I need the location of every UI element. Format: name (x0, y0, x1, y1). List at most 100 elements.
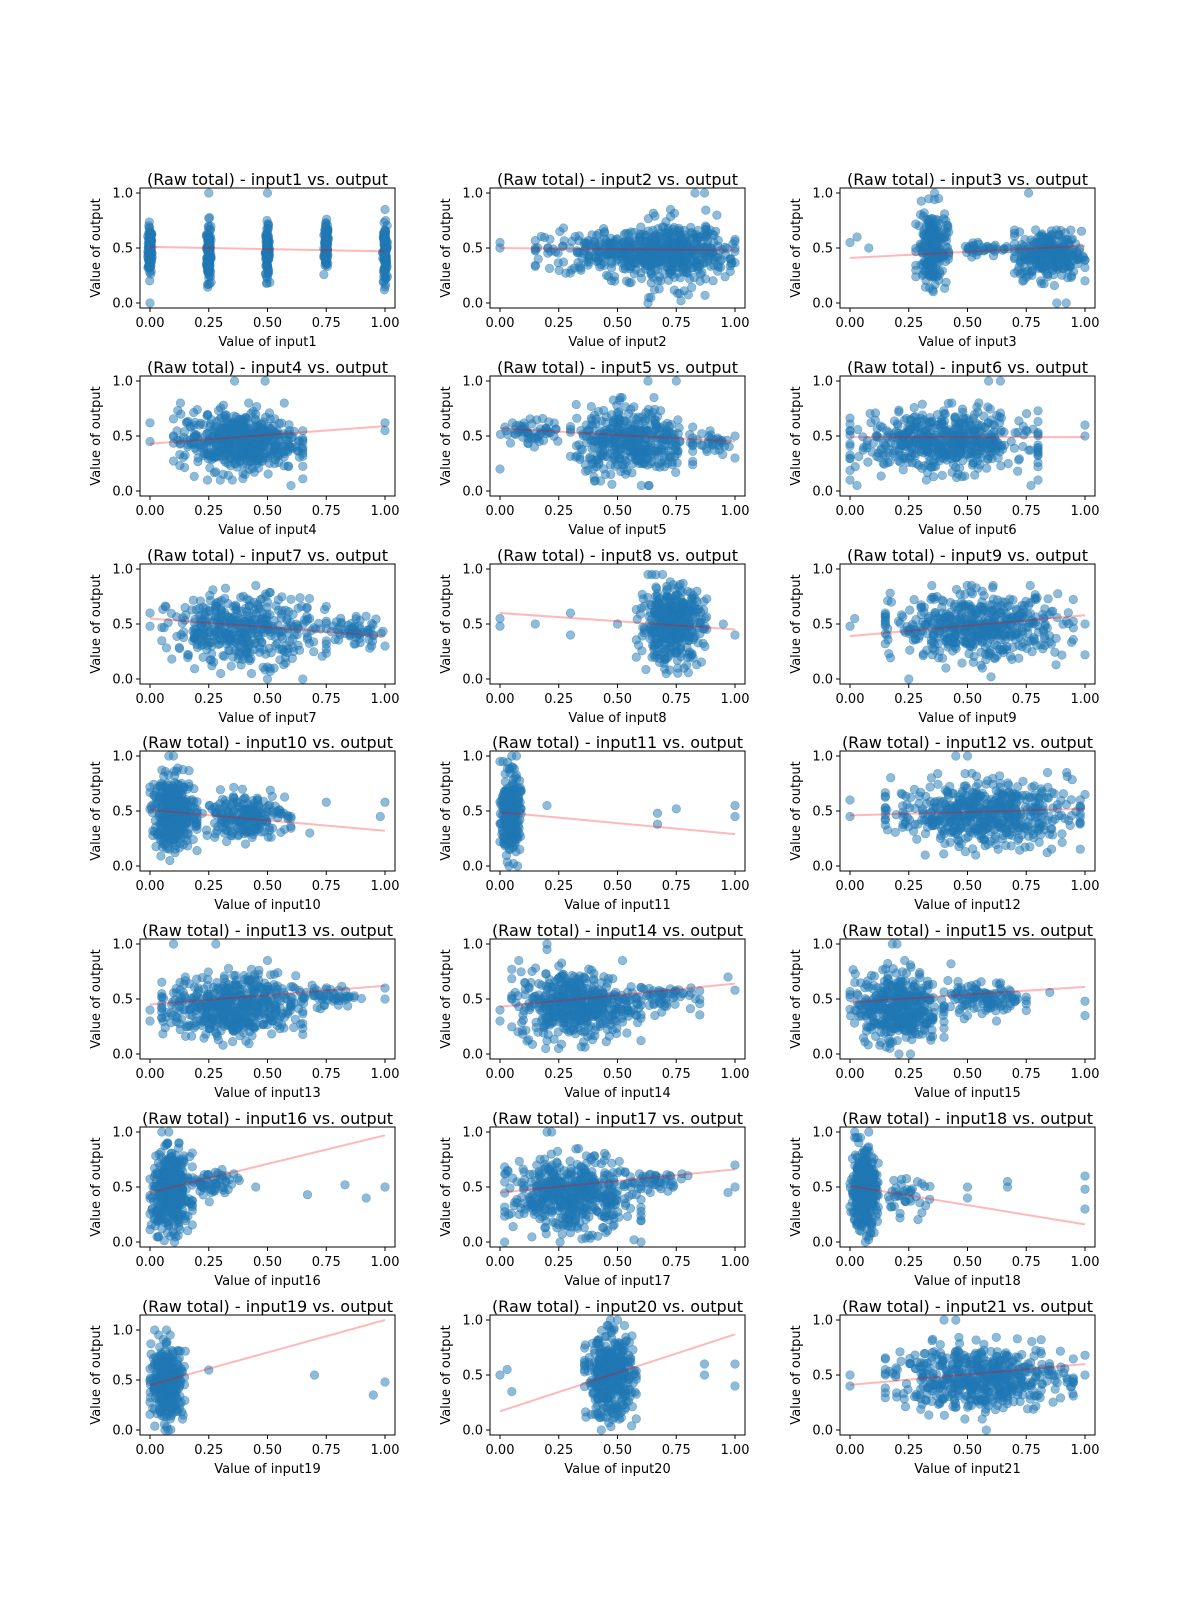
data-point (730, 431, 740, 441)
x-tick-label: 0.25 (194, 504, 223, 519)
data-point (639, 628, 649, 638)
data-point (266, 648, 276, 658)
data-point (258, 608, 268, 618)
data-point (910, 451, 920, 461)
data-point (527, 419, 537, 429)
data-point (942, 220, 952, 230)
data-point (659, 257, 669, 267)
data-point (277, 418, 287, 428)
data-point (668, 255, 678, 265)
data-point (690, 188, 700, 198)
x-tick-label: 0.75 (662, 692, 691, 707)
data-point (928, 287, 938, 297)
data-point (661, 640, 671, 650)
data-point (643, 454, 653, 464)
data-point (909, 403, 919, 413)
data-point (619, 229, 630, 239)
x-axis-label: Value of input8 (568, 711, 666, 726)
data-point (1076, 226, 1087, 236)
data-point (671, 376, 681, 386)
data-point (1027, 266, 1037, 276)
data-point (641, 252, 652, 262)
data-point (1010, 428, 1020, 438)
data-point (565, 630, 576, 640)
data-point (1013, 466, 1023, 476)
data-point (495, 464, 505, 474)
data-point (235, 455, 245, 466)
data-point (665, 577, 675, 587)
data-point (1047, 245, 1057, 255)
y-axis-label: Value of output (89, 386, 104, 485)
data-point (941, 242, 951, 252)
data-point (231, 600, 241, 610)
data-point (983, 418, 993, 428)
x-axis-label: Value of input6 (918, 523, 1016, 538)
data-point (937, 470, 947, 481)
data-point (336, 617, 347, 628)
x-tick-label: 0.25 (544, 504, 573, 519)
data-point (931, 254, 941, 264)
data-point (683, 667, 693, 678)
data-point (571, 452, 581, 462)
trend-line (499, 427, 736, 443)
data-point (263, 267, 274, 277)
data-point (912, 436, 922, 446)
data-point (180, 602, 190, 613)
x-tick-label: 0.75 (662, 504, 691, 519)
data-point (203, 247, 213, 257)
data-point (224, 426, 234, 436)
x-tick-label: 0.75 (1012, 316, 1041, 331)
data-point (623, 409, 634, 419)
data-point (253, 463, 264, 473)
data-point (1043, 594, 1053, 604)
data-point (1080, 431, 1090, 441)
data-point (983, 376, 994, 386)
y-tick-label: 0.5 (112, 430, 133, 445)
points-group (845, 376, 1090, 491)
data-point (628, 447, 639, 457)
data-point (495, 237, 505, 248)
data-point (1069, 255, 1079, 265)
data-point (240, 603, 251, 614)
data-point (925, 455, 935, 466)
data-point (194, 420, 204, 430)
data-point (932, 431, 942, 441)
data-point (629, 402, 639, 412)
data-point (1033, 450, 1043, 460)
data-point (295, 593, 305, 603)
data-point (648, 272, 658, 282)
y-tick-label: 0.0 (112, 297, 133, 312)
data-point (304, 638, 315, 648)
data-point (302, 611, 312, 621)
x-tick-label: 1.00 (371, 692, 400, 707)
data-point (190, 664, 200, 674)
data-point (1061, 298, 1071, 308)
data-point (674, 423, 684, 433)
x-tick-label: 0.50 (603, 504, 632, 519)
data-point (585, 452, 595, 462)
data-point (159, 623, 169, 633)
data-point (231, 436, 241, 446)
y-axis-label: Value of output (89, 574, 104, 673)
data-point (284, 420, 294, 430)
data-point (880, 440, 890, 450)
data-point (619, 464, 629, 474)
data-point (948, 646, 958, 656)
data-point (966, 446, 977, 456)
data-point (565, 427, 576, 437)
x-tick-label: 0.50 (603, 692, 632, 707)
data-point (297, 443, 307, 453)
data-point (176, 409, 186, 419)
x-tick-label: 0.00 (836, 504, 865, 519)
data-point (639, 601, 650, 611)
x-tick-label: 0.00 (486, 692, 515, 707)
data-point (1033, 416, 1043, 427)
y-tick-label: 0.0 (112, 673, 133, 688)
data-point (265, 277, 275, 288)
data-point (932, 222, 942, 232)
data-point (661, 629, 671, 640)
data-point (218, 469, 228, 479)
data-point (695, 269, 706, 279)
data-point (688, 460, 698, 470)
y-tick-label: 1.0 (812, 187, 833, 202)
